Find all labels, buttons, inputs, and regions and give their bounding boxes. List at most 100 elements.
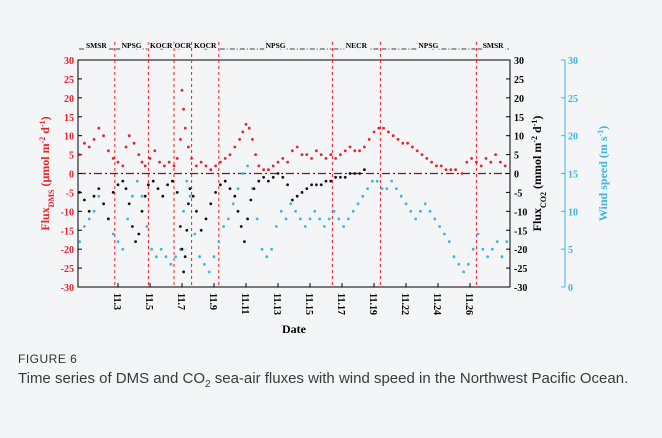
dms-point	[204, 164, 208, 168]
dms-point	[329, 153, 333, 157]
wind-point	[486, 255, 489, 259]
dms-point	[241, 130, 245, 134]
co2-point	[281, 175, 285, 179]
left-axis-tick-label: 30	[64, 56, 74, 67]
wind-axis-tick-label: 10	[568, 207, 578, 218]
co2-point	[116, 183, 120, 187]
wind-point	[323, 225, 326, 228]
dms-point	[420, 153, 424, 157]
dms-point	[183, 126, 187, 130]
co2-point	[121, 179, 125, 183]
co2-point	[233, 194, 237, 198]
co2-point	[252, 187, 256, 191]
dms-point	[348, 145, 352, 149]
wind-point	[150, 247, 154, 251]
wind-point	[145, 225, 149, 228]
co2-point	[262, 175, 265, 179]
dms-point	[479, 164, 483, 168]
co2-point	[107, 217, 110, 221]
wind-point	[188, 194, 192, 198]
dms-point	[367, 138, 371, 141]
wind-point	[318, 217, 321, 221]
wind-point	[404, 202, 408, 206]
right-axis-tick-label: 10	[514, 132, 524, 143]
dms-point	[172, 164, 176, 168]
co2-point	[161, 194, 165, 198]
wind-point	[414, 217, 417, 221]
region-label: NPSG	[266, 41, 286, 50]
wind-point	[260, 247, 264, 251]
co2-point	[324, 179, 328, 183]
wind-point	[92, 209, 96, 213]
wind-axis-tick-label: 5	[568, 245, 573, 256]
co2-point	[228, 187, 232, 191]
co2-point	[246, 217, 250, 221]
wind-axis-title-part: )	[596, 126, 610, 130]
x-axis-tick-label: 11.22	[399, 293, 410, 315]
dms-point	[111, 157, 115, 160]
co2-point	[195, 209, 198, 213]
co2-point	[236, 209, 240, 213]
right-axis-title-part: (mmol m	[530, 143, 544, 192]
caption-text-start: Time series of DMS and CO	[18, 370, 205, 387]
left-axis-title-part: -1	[38, 120, 47, 127]
x-axis-title: Date	[282, 322, 307, 336]
right-axis-title: FluxCO2 (mmol m-2 d-1)	[530, 116, 548, 232]
dms-point	[83, 141, 86, 145]
wind-point	[294, 209, 297, 213]
dms-point	[465, 160, 469, 164]
dms-point	[233, 145, 237, 149]
wind-point	[164, 255, 168, 259]
dms-point	[167, 160, 171, 164]
x-axis-tick-label: 11.24	[431, 293, 442, 315]
wind-point	[443, 232, 446, 236]
dms-point	[190, 157, 194, 160]
co2-point	[143, 194, 147, 198]
right-axis-title-part: -2	[530, 136, 539, 143]
co2-point	[353, 172, 357, 175]
left-axis-tick-label: -30	[61, 283, 74, 294]
wind-point	[347, 217, 350, 221]
dms-point	[444, 168, 448, 172]
wind-axis-tick-label: 30	[568, 56, 578, 67]
region-label: SMSR	[483, 41, 504, 50]
co2-point	[243, 240, 246, 244]
right-axis-title-part: Flux	[530, 208, 544, 231]
dms-point	[334, 157, 337, 160]
dms-point	[244, 122, 248, 126]
dms-point	[276, 160, 280, 164]
dms-point	[489, 160, 493, 164]
dms-point	[425, 157, 429, 160]
wind-point	[193, 232, 197, 236]
co2-point	[191, 194, 195, 198]
co2-point	[276, 172, 280, 175]
wind-point	[491, 247, 494, 251]
wind-axis-tick-label: 25	[568, 94, 578, 105]
dms-point	[247, 126, 251, 130]
wind-point	[308, 217, 312, 221]
wind-point	[265, 255, 269, 259]
dms-point	[153, 149, 157, 153]
wind-point	[78, 240, 81, 244]
co2-point	[137, 232, 141, 236]
region-label: KOCR	[194, 41, 217, 50]
wind-point	[395, 187, 398, 191]
co2-point	[78, 191, 81, 194]
dms-point	[182, 107, 186, 111]
wind-point	[135, 179, 139, 183]
dms-point	[121, 164, 125, 168]
co2-point	[209, 202, 213, 206]
dms-point	[415, 149, 419, 153]
left-axis-title-part: )	[38, 116, 52, 120]
co2-point	[310, 183, 313, 187]
wind-axis-tick-label: 0	[568, 283, 573, 294]
wind-point	[111, 232, 115, 236]
wind-point	[236, 187, 240, 191]
x-axis-tick-label: 11.3	[111, 293, 122, 310]
wind-point	[481, 247, 485, 251]
dms-point	[315, 149, 318, 153]
wind-point	[131, 194, 134, 198]
dms-point	[219, 160, 222, 164]
left-axis-tick-label: -5	[66, 188, 74, 199]
wind-axis-title-part: Wind speed (m s	[596, 136, 610, 221]
